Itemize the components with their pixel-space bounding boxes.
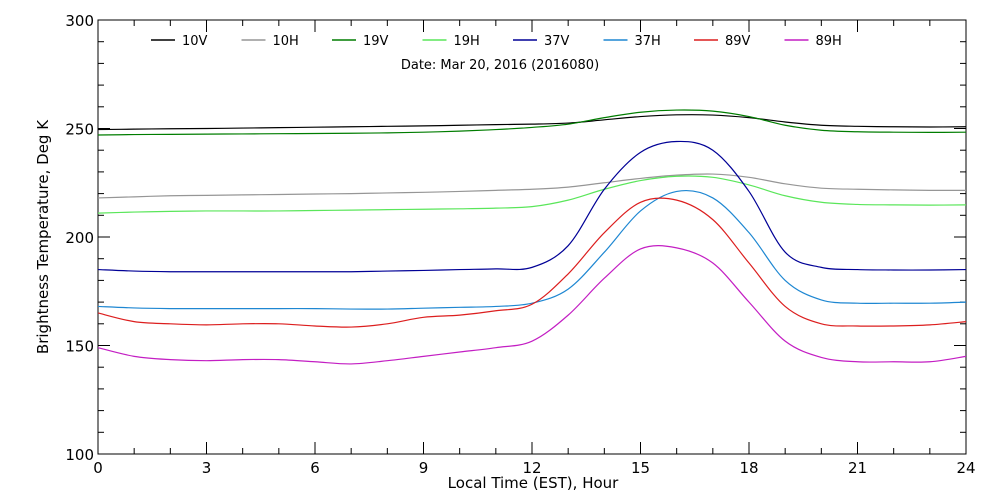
x-tick-label: 6 <box>310 459 320 477</box>
x-tick-label: 9 <box>419 459 429 477</box>
series-line-10H <box>97 173 967 199</box>
y-tick-label: 200 <box>65 229 94 247</box>
series-lines <box>97 109 967 365</box>
legend-label-89V: 89V <box>725 34 751 49</box>
y-axis-label: Brightness Temperature, Deg K <box>34 119 52 354</box>
y-tick-label: 300 <box>65 12 94 30</box>
x-tick-label: 15 <box>631 459 650 477</box>
legend-label-19V: 19V <box>363 34 389 49</box>
legend-label-19H: 19H <box>454 34 480 49</box>
series-line-37H <box>97 189 967 310</box>
x-tick-label: 3 <box>202 459 212 477</box>
series-line-37V <box>97 140 967 273</box>
y-tick-label: 100 <box>65 446 94 464</box>
x-axis-label: Local Time (EST), Hour <box>448 474 619 492</box>
chart-annotation: Date: Mar 20, 2016 (2016080) <box>401 58 599 73</box>
axis-ticks <box>97 19 967 455</box>
series-line-89V <box>97 197 967 328</box>
x-tick-label: 18 <box>739 459 758 477</box>
series-line-10V <box>97 114 967 131</box>
x-tick-label: 0 <box>93 459 103 477</box>
x-tick-label: 12 <box>522 459 541 477</box>
y-tick-label: 150 <box>65 338 94 356</box>
x-tick-label: 21 <box>848 459 867 477</box>
legend-label-37V: 37V <box>544 34 570 49</box>
series-line-19H <box>97 175 967 214</box>
legend-label-37H: 37H <box>635 34 661 49</box>
x-tick-label: 24 <box>956 459 975 477</box>
legend: 10V 10H 19V 19H 37V 37H 89V 89H <box>151 34 842 49</box>
axis-tick-labels: 0 3 6 9 12 15 18 21 24 100 150 200 250 300 <box>65 12 975 477</box>
legend-label-10H: 10H <box>273 34 299 49</box>
series-line-89H <box>97 245 967 365</box>
series-line-19V <box>97 109 967 136</box>
y-tick-label: 250 <box>65 121 94 139</box>
legend-label-10V: 10V <box>182 34 208 49</box>
legend-label-89H: 89H <box>816 34 842 49</box>
